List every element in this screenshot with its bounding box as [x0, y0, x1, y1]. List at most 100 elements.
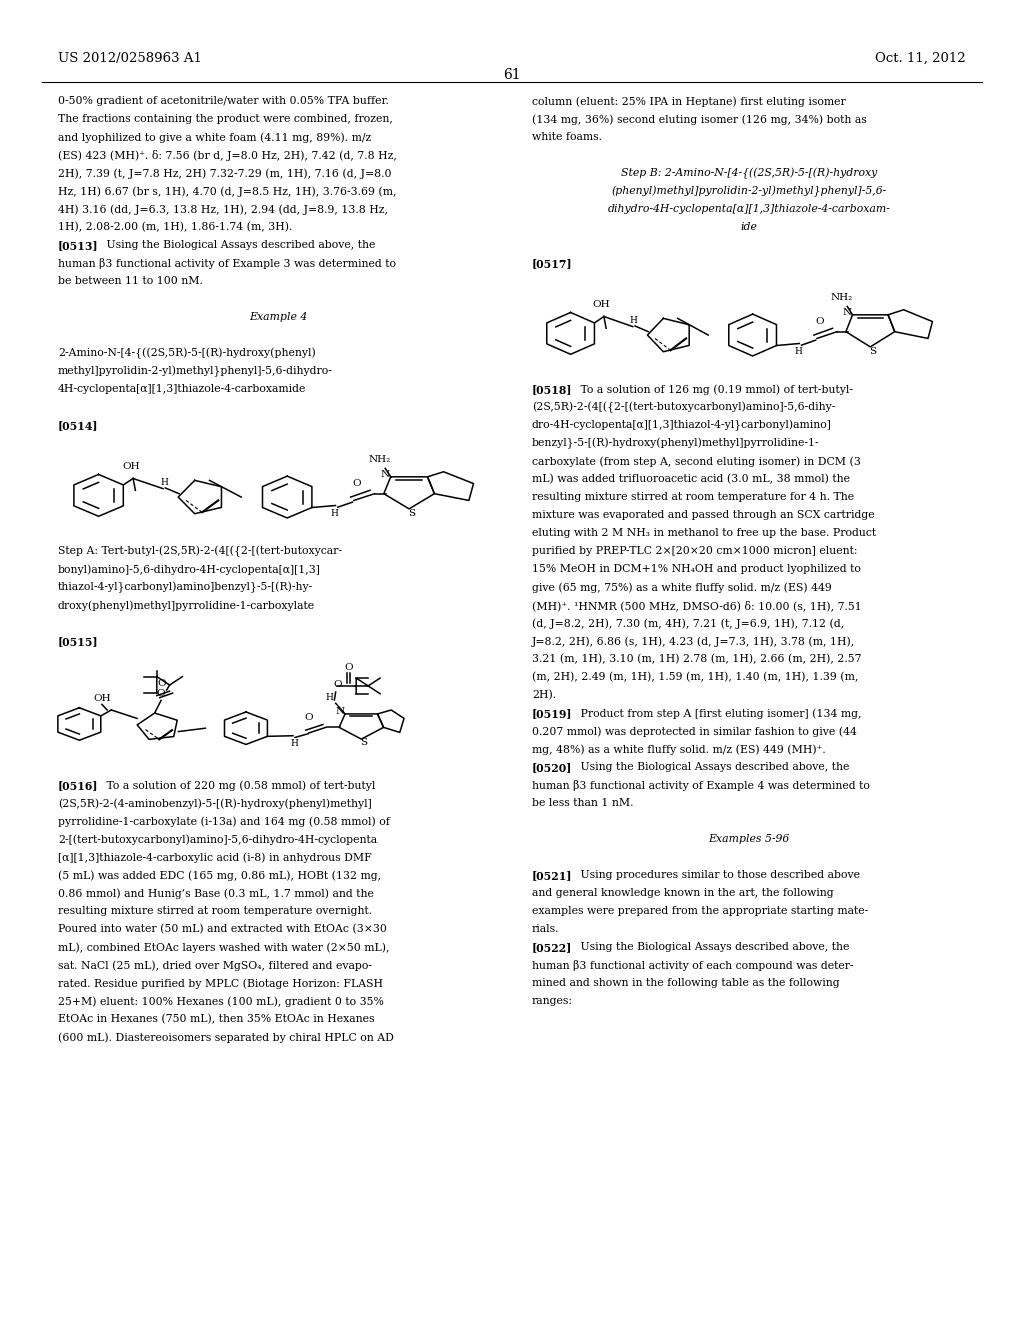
Text: bonyl)amino]-5,6-dihydro-4H-cyclopenta[α][1,3]: bonyl)amino]-5,6-dihydro-4H-cyclopenta[α…: [58, 564, 321, 574]
Text: be less than 1 nM.: be less than 1 nM.: [532, 799, 634, 808]
Text: O: O: [304, 713, 313, 722]
Text: mined and shown in the following table as the following: mined and shown in the following table a…: [532, 978, 840, 987]
Text: pyrrolidine-1-carboxylate (i-13a) and 164 mg (0.58 mmol) of: pyrrolidine-1-carboxylate (i-13a) and 16…: [58, 816, 390, 826]
Text: 4H-cyclopenta[α][1,3]thiazole-4-carboxamide: 4H-cyclopenta[α][1,3]thiazole-4-carboxam…: [58, 384, 306, 393]
Text: Using the Biological Assays described above, the: Using the Biological Assays described ab…: [570, 942, 849, 952]
Text: O: O: [352, 479, 360, 488]
Text: human β3 functional activity of Example 4 was determined to: human β3 functional activity of Example …: [532, 780, 869, 791]
Text: H: H: [290, 739, 298, 747]
Text: [α][1,3]thiazole-4-carboxylic acid (i-8) in anhydrous DMF: [α][1,3]thiazole-4-carboxylic acid (i-8)…: [58, 851, 372, 862]
Text: Using the Biological Assays described above, the: Using the Biological Assays described ab…: [96, 240, 376, 249]
Text: 15% MeOH in DCM+1% NH₄OH and product lyophilized to: 15% MeOH in DCM+1% NH₄OH and product lyo…: [532, 564, 861, 574]
Text: Product from step A [first eluting isomer] (134 mg,: Product from step A [first eluting isome…: [570, 708, 861, 718]
Text: NH₂: NH₂: [368, 455, 390, 465]
Text: 0-50% gradient of acetonitrile/water with 0.05% TFA buffer.: 0-50% gradient of acetonitrile/water wit…: [58, 96, 389, 106]
Text: US 2012/0258963 A1: US 2012/0258963 A1: [58, 51, 202, 65]
Text: N: N: [843, 309, 852, 317]
Text: (600 mL). Diastereoisomers separated by chiral HPLC on AD: (600 mL). Diastereoisomers separated by …: [58, 1032, 394, 1043]
Text: (m, 2H), 2.49 (m, 1H), 1.59 (m, 1H), 1.40 (m, 1H), 1.39 (m,: (m, 2H), 2.49 (m, 1H), 1.59 (m, 1H), 1.4…: [532, 672, 858, 682]
Text: and lyophilized to give a white foam (4.11 mg, 89%). m/z: and lyophilized to give a white foam (4.…: [58, 132, 372, 143]
Text: thiazol-4-yl}carbonyl)amino]benzyl}-5-[(R)-hy-: thiazol-4-yl}carbonyl)amino]benzyl}-5-[(…: [58, 582, 313, 594]
Text: OH: OH: [93, 694, 111, 704]
Text: Using procedures similar to those described above: Using procedures similar to those descri…: [570, 870, 860, 880]
Text: Oct. 11, 2012: Oct. 11, 2012: [876, 51, 966, 65]
Text: 4H) 3.16 (dd, J=6.3, 13.8 Hz, 1H), 2.94 (dd, J=8.9, 13.8 Hz,: 4H) 3.16 (dd, J=6.3, 13.8 Hz, 1H), 2.94 …: [58, 205, 388, 215]
Text: 2-Amino-N-[4-{((2S,5R)-5-[(R)-hydroxy(phenyl): 2-Amino-N-[4-{((2S,5R)-5-[(R)-hydroxy(ph…: [58, 348, 315, 359]
Text: J=8.2, 2H), 6.86 (s, 1H), 4.23 (d, J=7.3, 1H), 3.78 (m, 1H),: J=8.2, 2H), 6.86 (s, 1H), 4.23 (d, J=7.3…: [532, 636, 855, 647]
Text: NH₂: NH₂: [830, 293, 853, 302]
Text: [0518]: [0518]: [532, 384, 572, 395]
Text: give (65 mg, 75%) as a white fluffy solid. m/z (ES) 449: give (65 mg, 75%) as a white fluffy soli…: [532, 582, 831, 593]
Text: human β3 functional activity of each compound was deter-: human β3 functional activity of each com…: [532, 960, 854, 972]
Text: N: N: [336, 708, 344, 717]
Text: S: S: [408, 508, 415, 517]
Text: Step B: 2-Amino-N-[4-{((2S,5R)-5-[(R)-hydroxy: Step B: 2-Amino-N-[4-{((2S,5R)-5-[(R)-hy…: [621, 168, 878, 180]
Text: droxy(phenyl)methyl]pyrrolidine-1-carboxylate: droxy(phenyl)methyl]pyrrolidine-1-carbox…: [58, 601, 315, 611]
Text: 25+M) eluent: 100% Hexanes (100 mL), gradient 0 to 35%: 25+M) eluent: 100% Hexanes (100 mL), gra…: [58, 997, 384, 1007]
Text: white foams.: white foams.: [532, 132, 602, 143]
Text: be between 11 to 100 nM.: be between 11 to 100 nM.: [58, 276, 203, 286]
Text: examples were prepared from the appropriate starting mate-: examples were prepared from the appropri…: [532, 906, 868, 916]
Text: O: O: [333, 680, 342, 689]
Text: O: O: [815, 317, 823, 326]
Text: H: H: [160, 478, 168, 487]
Text: [0521]: [0521]: [532, 870, 572, 880]
Text: 3.21 (m, 1H), 3.10 (m, 1H) 2.78 (m, 1H), 2.66 (m, 2H), 2.57: 3.21 (m, 1H), 3.10 (m, 1H) 2.78 (m, 1H),…: [532, 653, 861, 664]
Text: 2H), 7.39 (t, J=7.8 Hz, 2H) 7.32-7.29 (m, 1H), 7.16 (d, J=8.0: 2H), 7.39 (t, J=7.8 Hz, 2H) 7.32-7.29 (m…: [58, 168, 391, 178]
Text: H: H: [794, 347, 802, 356]
Text: (134 mg, 36%) second eluting isomer (126 mg, 34%) both as: (134 mg, 36%) second eluting isomer (126…: [532, 114, 866, 124]
Text: mg, 48%) as a white fluffy solid. m/z (ES) 449 (MH)⁺.: mg, 48%) as a white fluffy solid. m/z (E…: [532, 744, 825, 755]
Text: rials.: rials.: [532, 924, 559, 935]
Text: 2-[(tert-butoxycarbonyl)amino]-5,6-dihydro-4H-cyclopenta: 2-[(tert-butoxycarbonyl)amino]-5,6-dihyd…: [58, 834, 377, 845]
Text: Examples 5-96: Examples 5-96: [709, 834, 790, 843]
Text: Hz, 1H) 6.67 (br s, 1H), 4.70 (d, J=8.5 Hz, 1H), 3.76-3.69 (m,: Hz, 1H) 6.67 (br s, 1H), 4.70 (d, J=8.5 …: [58, 186, 396, 197]
Text: EtOAc in Hexanes (750 mL), then 35% EtOAc in Hexanes: EtOAc in Hexanes (750 mL), then 35% EtOA…: [58, 1014, 375, 1024]
Text: [0516]: [0516]: [58, 780, 98, 791]
Text: H: H: [630, 315, 638, 325]
Text: H: H: [326, 693, 333, 702]
Text: OH: OH: [593, 300, 610, 309]
Text: 1H), 2.08-2.00 (m, 1H), 1.86-1.74 (m, 3H).: 1H), 2.08-2.00 (m, 1H), 1.86-1.74 (m, 3H…: [58, 222, 293, 232]
Text: (2S,5R)-2-(4-aminobenzyl)-5-[(R)-hydroxy(phenyl)methyl]: (2S,5R)-2-(4-aminobenzyl)-5-[(R)-hydroxy…: [58, 799, 372, 809]
Text: [0517]: [0517]: [532, 257, 572, 269]
Text: OH: OH: [122, 462, 139, 471]
Text: (ES) 423 (MH)⁺. δ: 7.56 (br d, J=8.0 Hz, 2H), 7.42 (d, 7.8 Hz,: (ES) 423 (MH)⁺. δ: 7.56 (br d, J=8.0 Hz,…: [58, 150, 397, 161]
Text: mL) was added trifluoroacetic acid (3.0 mL, 38 mmol) the: mL) was added trifluoroacetic acid (3.0 …: [532, 474, 850, 484]
Text: O: O: [158, 680, 166, 688]
Text: (MH)⁺. ¹HNMR (500 MHz, DMSO-d6) δ: 10.00 (s, 1H), 7.51: (MH)⁺. ¹HNMR (500 MHz, DMSO-d6) δ: 10.00…: [532, 601, 862, 611]
Text: Using the Biological Assays described above, the: Using the Biological Assays described ab…: [570, 762, 849, 772]
Text: The fractions containing the product were combined, frozen,: The fractions containing the product wer…: [58, 114, 393, 124]
Text: S: S: [359, 738, 367, 747]
Text: (5 mL) was added EDC (165 mg, 0.86 mL), HOBt (132 mg,: (5 mL) was added EDC (165 mg, 0.86 mL), …: [58, 870, 381, 880]
Text: mixture was evaporated and passed through an SCX cartridge: mixture was evaporated and passed throug…: [532, 510, 874, 520]
Text: column (eluent: 25% IPA in Heptane) first eluting isomer: column (eluent: 25% IPA in Heptane) firs…: [532, 96, 846, 107]
Text: ide: ide: [740, 222, 758, 232]
Text: [0515]: [0515]: [58, 636, 98, 647]
Text: 61: 61: [503, 69, 521, 82]
Text: resulting mixture stirred at room temperature overnight.: resulting mixture stirred at room temper…: [58, 906, 372, 916]
Text: (d, J=8.2, 2H), 7.30 (m, 4H), 7.21 (t, J=6.9, 1H), 7.12 (d,: (d, J=8.2, 2H), 7.30 (m, 4H), 7.21 (t, J…: [532, 618, 844, 628]
Text: (phenyl)methyl]pyrolidin-2-yl)methyl}phenyl]-5,6-: (phenyl)methyl]pyrolidin-2-yl)methyl}phe…: [611, 186, 887, 198]
Text: carboxylate (from step A, second eluting isomer) in DCM (3: carboxylate (from step A, second eluting…: [532, 455, 861, 466]
Text: Step A: Tert-butyl-(2S,5R)-2-(4[({2-[(tert-butoxycar-: Step A: Tert-butyl-(2S,5R)-2-(4[({2-[(te…: [58, 546, 342, 557]
Text: [0514]: [0514]: [58, 420, 98, 432]
Text: S: S: [869, 347, 877, 356]
Text: eluting with 2 M NH₃ in methanol to free up the base. Product: eluting with 2 M NH₃ in methanol to free…: [532, 528, 877, 539]
Text: To a solution of 126 mg (0.19 mmol) of tert-butyl-: To a solution of 126 mg (0.19 mmol) of t…: [570, 384, 853, 395]
Text: 0.86 mmol) and Hunig’s Base (0.3 mL, 1.7 mmol) and the: 0.86 mmol) and Hunig’s Base (0.3 mL, 1.7…: [58, 888, 374, 899]
Text: To a solution of 220 mg (0.58 mmol) of tert-butyl: To a solution of 220 mg (0.58 mmol) of t…: [96, 780, 376, 791]
Text: [0522]: [0522]: [532, 942, 572, 953]
Text: ranges:: ranges:: [532, 997, 573, 1006]
Text: 2H).: 2H).: [532, 690, 556, 701]
Text: mL), combined EtOAc layers washed with water (2×50 mL),: mL), combined EtOAc layers washed with w…: [58, 942, 389, 953]
Text: (2S,5R)-2-(4[({2-[(tert-butoxycarbonyl)amino]-5,6-dihy-: (2S,5R)-2-(4[({2-[(tert-butoxycarbonyl)a…: [532, 403, 836, 413]
Text: [0513]: [0513]: [58, 240, 98, 251]
Text: O: O: [344, 663, 353, 672]
Text: human β3 functional activity of Example 3 was determined to: human β3 functional activity of Example …: [58, 257, 396, 269]
Text: and general knowledge known in the art, the following: and general knowledge known in the art, …: [532, 888, 834, 898]
Text: [0520]: [0520]: [532, 762, 572, 774]
Text: dro-4H-cyclopenta[α][1,3]thiazol-4-yl}carbonyl)amino]: dro-4H-cyclopenta[α][1,3]thiazol-4-yl}ca…: [532, 420, 831, 432]
Text: purified by PREP-TLC 2×[20×20 cm×1000 micron] eluent:: purified by PREP-TLC 2×[20×20 cm×1000 mi…: [532, 546, 857, 556]
Text: methyl]pyrolidin-2-yl)methyl}phenyl]-5,6-dihydro-: methyl]pyrolidin-2-yl)methyl}phenyl]-5,6…: [58, 366, 333, 378]
Text: H: H: [330, 510, 338, 517]
